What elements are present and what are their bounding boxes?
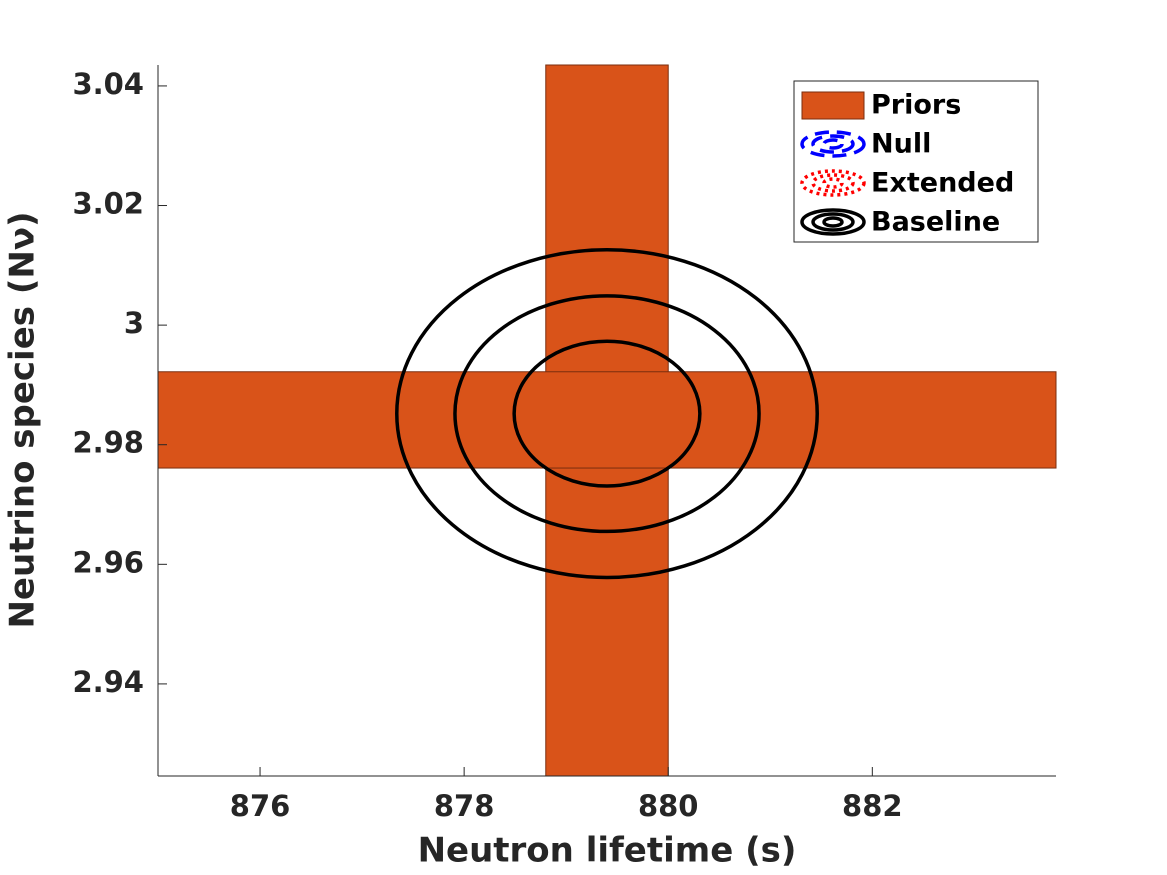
prior-band-horizontal [157, 371, 1057, 469]
y-tick-label: 2.96 [72, 545, 144, 579]
legend-swatch [811, 173, 855, 193]
legend-swatch [800, 208, 866, 236]
legend-label: Baseline [871, 207, 1000, 238]
legend-label: Priors [871, 90, 961, 121]
contour [512, 339, 702, 488]
contour [395, 248, 819, 580]
legend-swatch [822, 177, 844, 189]
contour [453, 294, 761, 534]
y-tick-label: 3.04 [72, 67, 144, 101]
y-axis-label: Neutrino species (Nν) [3, 211, 43, 628]
y-tick-label: 3 [124, 306, 144, 340]
legend-swatch [811, 134, 855, 154]
legend-swatch [800, 169, 866, 197]
y-tick-label: 2.94 [72, 665, 144, 699]
legend-swatch [800, 130, 866, 158]
legend-label: Extended [871, 168, 1014, 199]
legend-swatch [811, 212, 855, 232]
x-axis-label: Neutron lifetime (s) [418, 831, 797, 871]
x-tick-label: 880 [638, 789, 699, 823]
x-tick-label: 876 [230, 789, 291, 823]
legend-swatch [822, 216, 844, 228]
x-tick-label: 882 [842, 789, 903, 823]
y-tick-label: 3.02 [72, 187, 144, 221]
x-tick-label: 878 [434, 789, 495, 823]
legend-swatch [801, 91, 865, 120]
legend-label: Null [871, 129, 931, 160]
legend-swatch [822, 138, 844, 150]
y-tick-label: 2.98 [72, 426, 144, 460]
